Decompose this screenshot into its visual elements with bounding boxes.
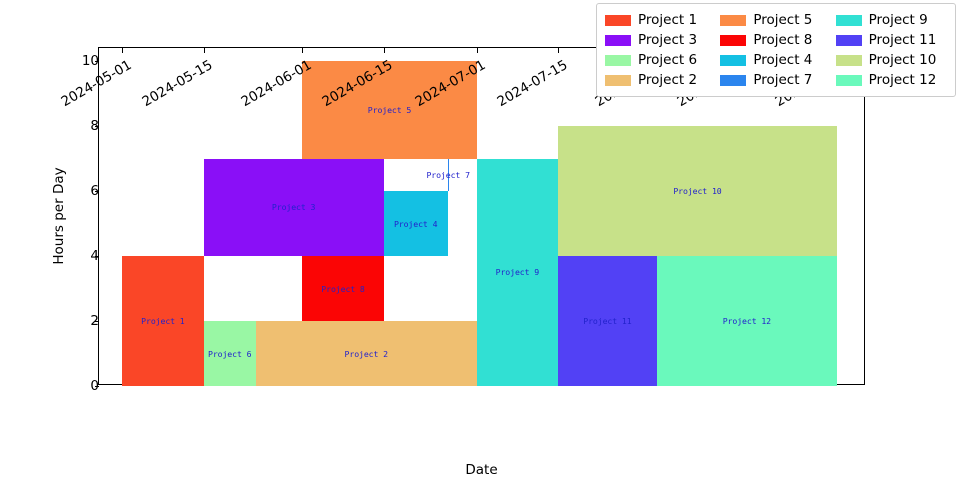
legend-swatch: [835, 54, 862, 66]
legend-swatch: [835, 14, 862, 26]
y-tick-label: 0: [90, 378, 99, 394]
legend-label: Project 11: [868, 32, 937, 48]
y-tick-label: 2: [90, 313, 99, 329]
legend-entry-project-2: Project 2: [605, 70, 716, 90]
plot-frame: Project 1 Project 3 Project 6 Project 2 Proj…: [58, 47, 865, 394]
legend-label: Project 1: [638, 12, 698, 28]
y-tick-mark: [94, 61, 99, 62]
bar-label: Project 7: [426, 169, 470, 180]
bar-label: Project 1: [141, 316, 185, 326]
legend-swatch: [835, 74, 862, 86]
legend-entry-project-3: Project 3: [605, 30, 716, 50]
legend-swatch: [605, 34, 631, 46]
legend-swatch: [720, 54, 747, 66]
x-axis-label: Date: [465, 462, 498, 478]
legend-label: Project 9: [868, 12, 928, 28]
bar-project-3: Project 3: [203, 158, 384, 256]
bar-project-6: Project 6: [203, 321, 256, 386]
y-tick-mark: [94, 256, 99, 257]
bar-label: Project 4: [393, 218, 438, 229]
legend-entry-project-9: Project 9: [835, 10, 947, 30]
chart-legend: Project 1 Project 3 Project 6 Project 2 Proj…: [596, 3, 956, 97]
bar-project-11: Project 11: [558, 256, 657, 386]
legend-label: Project 4: [753, 52, 813, 68]
bar-label: Project 6: [207, 348, 252, 359]
bar-label: Project 12: [722, 316, 772, 326]
legend-entry-project-4: Project 4: [720, 50, 831, 70]
legend-label: Project 6: [638, 52, 698, 68]
legend-entry-project-8: Project 8: [720, 30, 831, 50]
legend-entry-project-5: Project 5: [720, 10, 831, 30]
legend-label: Project 7: [753, 72, 813, 88]
y-tick-mark: [94, 191, 99, 192]
plot-area: Project 1 Project 3 Project 6 Project 2 Proj…: [99, 48, 864, 386]
legend-label: Project 2: [638, 72, 698, 88]
legend-label: Project 5: [753, 12, 813, 28]
legend-entry-project-11: Project 11: [835, 30, 947, 50]
legend-swatch: [720, 14, 747, 26]
bar-label: Project 11: [583, 316, 632, 326]
x-tick-mark: [476, 48, 478, 53]
legend-label: Project 8: [753, 32, 813, 48]
bar-project-2: Project 2: [255, 321, 477, 386]
bar-label: Project 10: [673, 186, 722, 196]
legend-entry-project-6: Project 6: [605, 50, 716, 70]
y-tick-mark: [94, 321, 99, 322]
bar-project-4: Project 4: [383, 191, 448, 256]
legend-swatch: [720, 34, 747, 46]
bar-project-1: Project 1: [122, 256, 204, 386]
legend-swatch: [605, 54, 631, 66]
y-tick-label: 6: [90, 183, 99, 199]
x-tick-mark: [203, 48, 205, 53]
x-tick-mark: [122, 48, 124, 53]
bar-project-8: Project 8: [302, 256, 384, 321]
legend-label: Project 10: [868, 52, 937, 68]
legend-swatch: [720, 74, 747, 86]
bar-label: Project 5: [367, 104, 412, 115]
bar-label: Project 9: [495, 267, 540, 278]
legend-entry-project-12: Project 12: [835, 70, 947, 90]
legend-swatch: [605, 74, 631, 86]
bar-label: Project 3: [271, 202, 316, 213]
bar-project-12: Project 12: [656, 256, 837, 386]
legend-label: Project 12: [868, 72, 937, 88]
x-tick-mark: [558, 48, 560, 53]
bar-project-10: Project 10: [558, 126, 837, 256]
legend-swatch: [605, 14, 631, 26]
legend-entry-project-1: Project 1: [605, 10, 716, 30]
bar-label: Project 8: [321, 283, 365, 294]
y-tick-label: 10: [81, 53, 99, 69]
y-tick-mark: [94, 386, 99, 387]
y-tick-label: 4: [90, 248, 99, 264]
legend-label: Project 3: [638, 32, 698, 48]
legend-swatch: [835, 34, 862, 46]
x-tick-mark: [302, 48, 304, 53]
y-tick-mark: [94, 126, 99, 127]
bar-project-7: Project 7: [426, 158, 470, 191]
x-tick-mark: [383, 48, 385, 53]
legend-entry-project-7: Project 7: [720, 70, 831, 90]
bar-label: Project 2: [344, 348, 389, 359]
legend-entry-project-10: Project 10: [835, 50, 947, 70]
bar-project-9: Project 9: [476, 158, 559, 386]
y-tick-label: 8: [90, 118, 99, 134]
